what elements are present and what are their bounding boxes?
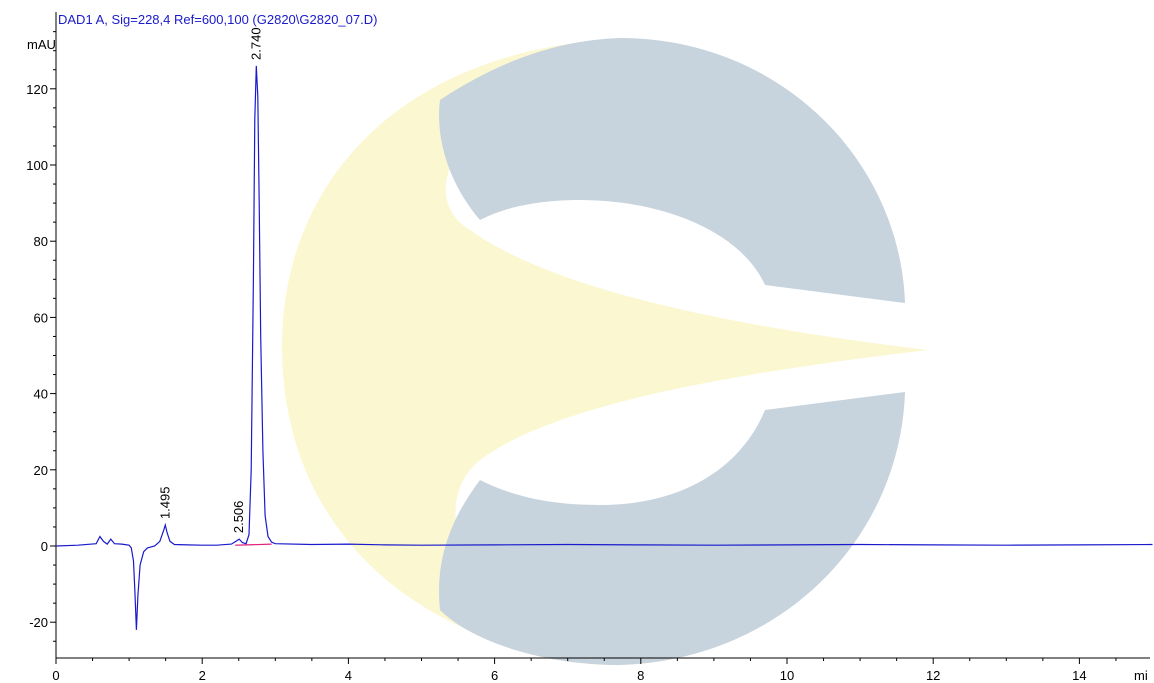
y-axis-label: mAU: [27, 37, 56, 52]
peak-label: 2.740: [248, 27, 263, 60]
x-axis-unit-label: mi: [1134, 668, 1148, 683]
y-axis-ticks: -20 0 20 40 60 80 100 120: [26, 31, 56, 642]
x-tick-label: 4: [345, 668, 352, 681]
x-tick-label: 8: [637, 668, 644, 681]
signal-title: DAD1 A, Sig=228,4 Ref=600,100 (G2820\G28…: [58, 12, 378, 27]
y-tick-label: -20: [29, 615, 48, 630]
x-tick-label: 12: [926, 668, 940, 681]
y-tick-label: 40: [34, 387, 48, 402]
watermark-gray-shape: [439, 38, 905, 665]
x-tick-label: 10: [780, 668, 794, 681]
peak-label: 2.506: [231, 501, 246, 534]
peak-labels: 1.495 2.506 2.740: [157, 27, 263, 533]
signal-trace: [55, 65, 1153, 630]
x-tick-label: 2: [199, 668, 206, 681]
x-axis-ticks: 0 2 4 6 8 10 12 14: [52, 658, 1117, 681]
baseline-trace: [235, 543, 272, 546]
x-tick-label: 14: [1072, 668, 1086, 681]
watermark-yellow-shape: [281, 40, 929, 665]
y-tick-label: 60: [34, 310, 48, 325]
y-tick-label: 20: [34, 463, 48, 478]
watermark-logo: [281, 38, 929, 665]
y-tick-label: 80: [34, 234, 48, 249]
y-tick-label: 100: [26, 158, 48, 173]
y-tick-label: 0: [41, 539, 48, 554]
signal-traces: [55, 65, 1153, 630]
x-tick-label: 6: [491, 668, 498, 681]
y-tick-label: 120: [26, 82, 48, 97]
peak-label: 1.495: [157, 486, 172, 519]
x-tick-label: 0: [52, 668, 59, 681]
